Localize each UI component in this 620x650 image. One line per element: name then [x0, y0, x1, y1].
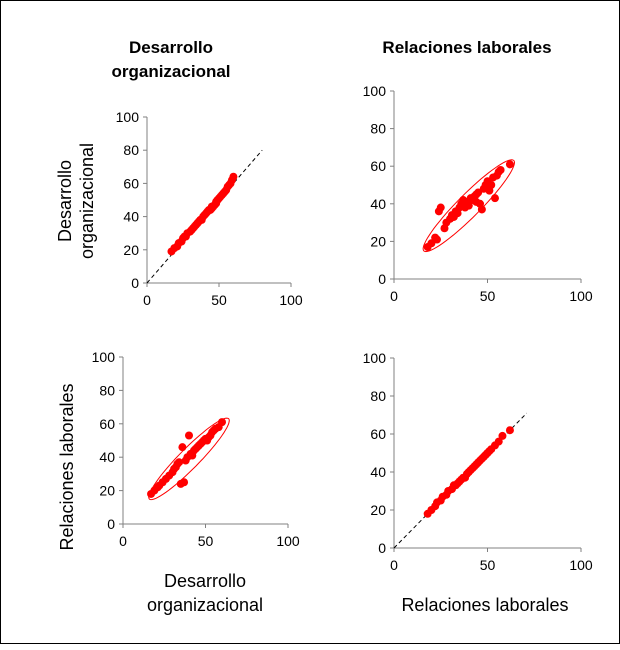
y-tick-label: 60 [123, 175, 139, 191]
y-tick-label: 40 [99, 449, 115, 465]
data-point [505, 426, 514, 435]
y-tick-label: 40 [370, 464, 386, 480]
panel-row2-col1: 0 20 40 60 80 100 0 50 100 [92, 349, 300, 549]
y-tick-label: 80 [123, 142, 139, 158]
x-title-2: Relaciones laborales [401, 595, 568, 615]
y-tick-label: 80 [99, 382, 115, 398]
y-tick-label: 100 [92, 349, 116, 365]
data-point [189, 224, 198, 233]
y-tick-label: 20 [99, 483, 115, 499]
confidence-ellipse [422, 159, 516, 253]
x-tick-label: 0 [390, 557, 398, 573]
data-point [218, 418, 226, 427]
x-tick-label: 100 [569, 557, 593, 573]
x-tick-label: 50 [198, 533, 214, 549]
y-tick-label: 40 [370, 196, 386, 212]
x-tick-label: 50 [211, 292, 227, 308]
y-tick-label: 0 [131, 275, 139, 291]
col-title-1-line2: organizacional [111, 62, 230, 81]
data-point [459, 473, 468, 482]
y-tick-label: 100 [363, 350, 387, 366]
confidence-ellipse [148, 417, 230, 501]
x-tick-label: 0 [119, 533, 127, 549]
row-title-1-line1: Desarrollo [55, 160, 75, 242]
y-tick-label: 60 [370, 158, 386, 174]
data-point [498, 431, 507, 440]
x-tick-label: 50 [480, 288, 496, 304]
data-point [477, 205, 486, 214]
data-point [487, 181, 496, 189]
data-point [175, 458, 184, 467]
x-tick-label: 100 [276, 533, 300, 549]
x-title-1-line1: Desarrollo [164, 571, 246, 591]
row-title-2: Relaciones laborales [57, 383, 77, 550]
x-tick-label: 0 [390, 288, 398, 304]
y-tick-label: 20 [370, 502, 386, 518]
col-title-1-line1: Desarrollo [129, 38, 213, 57]
y-tick-label: 80 [370, 121, 386, 137]
y-tick-label: 40 [123, 209, 139, 225]
data-point [196, 215, 205, 224]
y-tick-label: 20 [123, 242, 139, 258]
x-tick-label: 100 [569, 288, 593, 304]
x-tick-label: 50 [480, 557, 496, 573]
data-point [178, 443, 187, 452]
data-point [436, 203, 445, 212]
panel-row2-col2: 0 20 40 60 80 100 0 50 100 [363, 350, 593, 573]
data-point [496, 165, 505, 174]
y-tick-label: 0 [378, 271, 386, 287]
data-point [427, 239, 436, 248]
y-tick-label: 0 [107, 516, 115, 532]
data-point [494, 437, 503, 446]
data-point [229, 172, 238, 181]
y-tick-label: 60 [99, 416, 115, 432]
y-tick-label: 20 [370, 233, 386, 249]
y-tick-label: 100 [116, 109, 140, 125]
col-title-2: Relaciones laborales [382, 38, 551, 57]
data-point [472, 190, 481, 199]
panel-row1-col1: 0 20 40 60 80 100 0 50 100 [116, 109, 303, 308]
data-point [505, 160, 514, 169]
y-tick-label: 60 [370, 426, 386, 442]
data-point [212, 197, 221, 206]
data-point [185, 431, 193, 440]
data-point [451, 481, 460, 490]
data-point [180, 232, 189, 241]
data-point [464, 201, 473, 210]
y-tick-label: 0 [378, 540, 386, 556]
y-tick-label: 80 [370, 388, 386, 404]
x-title-1-line2: organizacional [147, 595, 263, 615]
x-tick-label: 100 [279, 292, 303, 308]
panel-row1-col2: 0 20 40 60 80 100 0 50 100 [363, 83, 593, 304]
data-point [180, 478, 189, 487]
panels: 0 20 40 60 80 100 0 50 100 0 20 40 60 80 100 0 50 100 0 20 4… [92, 83, 593, 573]
y-tick-label: 100 [363, 83, 387, 99]
data-point [490, 194, 499, 203]
row-title-1-line2: organizacional [77, 143, 97, 259]
data-point [433, 235, 442, 244]
x-tick-label: 0 [143, 292, 151, 308]
